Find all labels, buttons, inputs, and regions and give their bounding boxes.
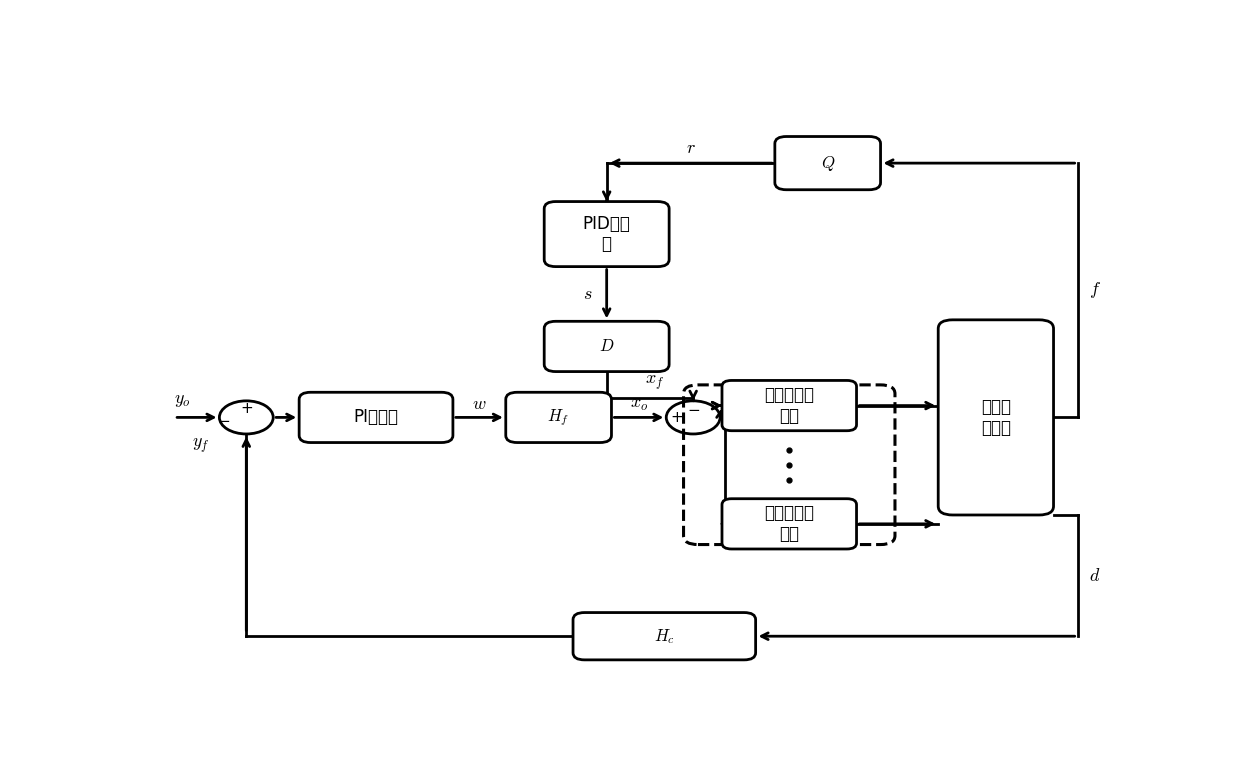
Text: $Q$: $Q$: [821, 154, 835, 173]
FancyBboxPatch shape: [544, 321, 670, 372]
Text: $+$: $+$: [671, 410, 683, 425]
Text: $H_c$: $H_c$: [653, 627, 675, 646]
Text: $d$: $d$: [1089, 567, 1100, 584]
FancyBboxPatch shape: [573, 613, 755, 660]
FancyBboxPatch shape: [775, 137, 880, 190]
Text: 十号阀控缸
机构: 十号阀控缸 机构: [764, 505, 815, 543]
Text: $w$: $w$: [472, 395, 486, 412]
FancyBboxPatch shape: [299, 392, 453, 442]
FancyBboxPatch shape: [544, 201, 670, 266]
Text: $+$: $+$: [239, 401, 253, 415]
FancyBboxPatch shape: [722, 498, 857, 549]
Text: 一号阀控缸
机构: 一号阀控缸 机构: [764, 386, 815, 425]
FancyBboxPatch shape: [939, 319, 1054, 515]
Text: $x_o$: $x_o$: [630, 395, 649, 412]
Text: $x_f$: $x_f$: [645, 374, 665, 392]
Text: $D$: $D$: [599, 337, 614, 356]
FancyBboxPatch shape: [506, 392, 611, 442]
Text: $-$: $-$: [217, 412, 231, 426]
Text: PID控制
器: PID控制 器: [583, 215, 631, 253]
Text: 双电液
振动台: 双电液 振动台: [981, 398, 1011, 437]
Text: $-$: $-$: [687, 401, 699, 415]
Text: PI控制器: PI控制器: [353, 409, 398, 426]
Text: $y_o$: $y_o$: [174, 391, 191, 409]
Text: $H_f$: $H_f$: [548, 407, 569, 428]
Text: $r$: $r$: [686, 139, 696, 157]
Text: $s$: $s$: [583, 285, 593, 303]
Text: $y_f$: $y_f$: [192, 437, 210, 455]
FancyBboxPatch shape: [722, 380, 857, 431]
Text: $f$: $f$: [1089, 280, 1101, 300]
